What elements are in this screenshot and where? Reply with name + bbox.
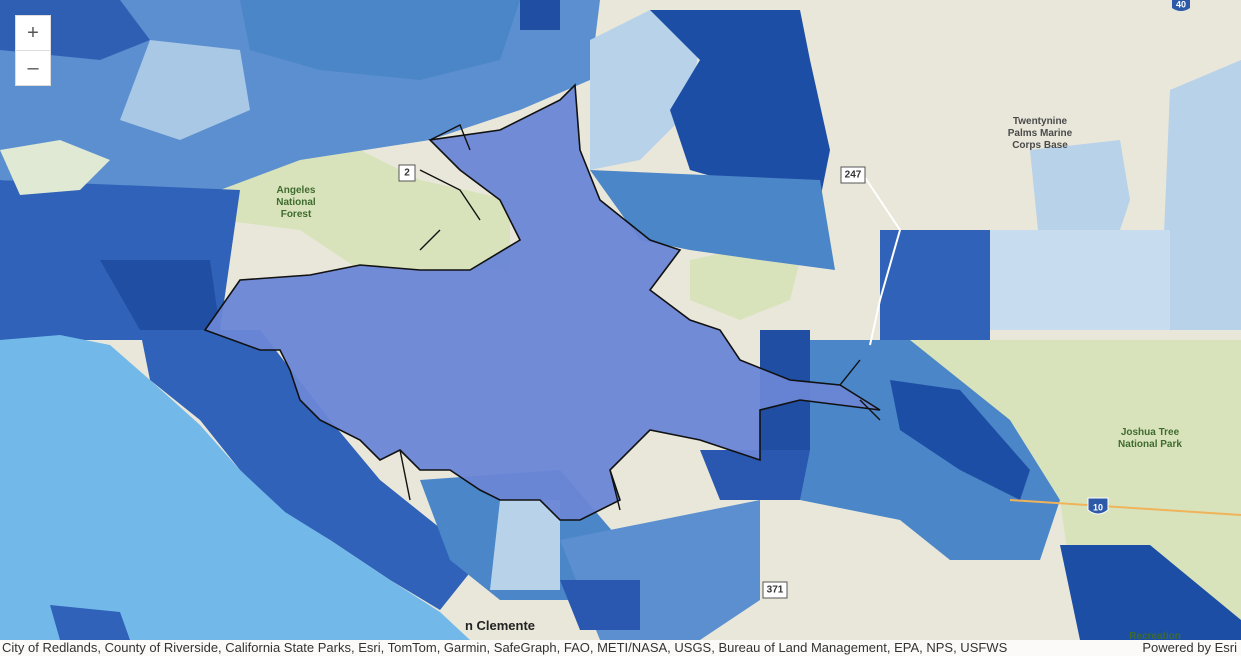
powered-by[interactable]: Powered by Esri bbox=[1142, 640, 1237, 655]
tract bbox=[520, 0, 560, 30]
shield-label: 10 bbox=[1093, 502, 1103, 512]
place-label: Recreation bbox=[1129, 631, 1181, 642]
state-shield bbox=[840, 166, 866, 184]
tract bbox=[990, 230, 1170, 330]
tract bbox=[140, 330, 480, 610]
zoom-out-button[interactable]: – bbox=[15, 50, 51, 86]
tract bbox=[1160, 60, 1241, 330]
interstate-shield bbox=[1087, 497, 1109, 515]
park-area bbox=[220, 150, 510, 270]
branch bbox=[419, 124, 481, 221]
state-shield bbox=[762, 581, 788, 599]
road bbox=[1009, 499, 1241, 516]
service-area bbox=[203, 83, 881, 521]
interstate-shield bbox=[1172, 0, 1190, 11]
road-branches bbox=[399, 124, 881, 511]
tract bbox=[490, 500, 560, 590]
tract bbox=[700, 450, 810, 500]
tracts bbox=[0, 0, 1241, 640]
tract bbox=[650, 10, 830, 200]
shield-label: 40 bbox=[1176, 0, 1186, 9]
tract bbox=[590, 170, 835, 270]
attribution-text: City of Redlands, County of Riverside, C… bbox=[2, 640, 1008, 655]
place-label: Twentynine Palms Marine Corps Base bbox=[1008, 116, 1073, 151]
shield-label: 2 bbox=[404, 168, 410, 179]
tract bbox=[100, 260, 220, 330]
attribution-bar: City of Redlands, County of Riverside, C… bbox=[0, 640, 1241, 656]
shield-label: 247 bbox=[845, 170, 862, 181]
shields: 40 2 247 10 371 bbox=[398, 0, 1190, 599]
tract bbox=[120, 40, 250, 140]
road bbox=[859, 169, 902, 346]
park-area bbox=[690, 245, 800, 320]
state-shield bbox=[398, 164, 416, 182]
tract bbox=[0, 140, 110, 195]
tract bbox=[240, 0, 520, 80]
place-label: Angeles National Forest bbox=[276, 185, 316, 220]
tract bbox=[50, 605, 130, 640]
tract bbox=[880, 230, 990, 340]
place-label: Joshua Tree National Park bbox=[1118, 427, 1182, 450]
branch bbox=[399, 229, 881, 511]
tract bbox=[890, 380, 1030, 500]
zoom-in-button[interactable]: + bbox=[15, 15, 51, 51]
ocean bbox=[0, 335, 470, 640]
place-label: n Clemente bbox=[465, 618, 535, 633]
tract bbox=[590, 10, 700, 170]
tract bbox=[1060, 545, 1241, 640]
tract bbox=[560, 580, 640, 630]
shield-label: 371 bbox=[767, 585, 784, 596]
